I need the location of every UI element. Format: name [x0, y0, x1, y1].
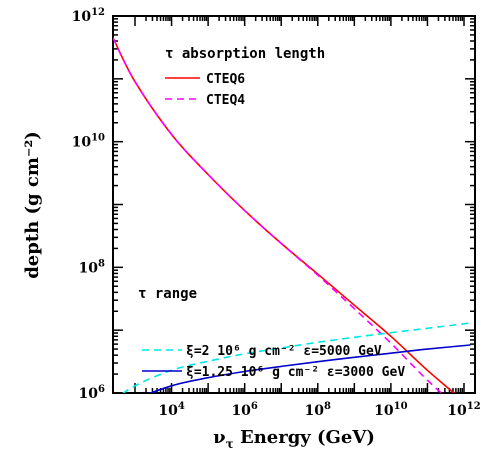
legend-label: CTEQ6	[206, 72, 245, 87]
legend-label: CTEQ4	[206, 93, 245, 108]
series-lines	[113, 37, 471, 393]
annotation-range: τ range	[138, 286, 197, 302]
y-tick-label: 106	[79, 384, 105, 402]
y-axis-title: depth (g cm⁻²)	[22, 131, 43, 279]
plot-frame	[112, 15, 476, 394]
legend-label: ξ=2 10⁶ g cm⁻² ε=5000 GeV	[186, 344, 382, 359]
x-tick-label: 1010	[374, 401, 407, 419]
y-tick-label: 1012	[72, 7, 105, 25]
x-tick-label: 106	[231, 401, 257, 419]
x-tick-label: 108	[305, 401, 331, 419]
y-tick-label: 108	[79, 258, 105, 276]
x-tick-label: 104	[158, 401, 184, 419]
y-tick-label: 1010	[72, 133, 105, 151]
x-axis-title: ντ Energy (GeV)	[213, 427, 375, 449]
series-line-2	[113, 37, 443, 393]
legend-range: ξ=2 10⁶ g cm⁻² ε=5000 GeV ξ=1.25 10⁶ g cm…	[142, 344, 405, 380]
annotation-absorption: τ absorption length	[165, 46, 325, 62]
legend-absorption: CTEQ6 CTEQ4	[165, 72, 245, 108]
series-line-4	[148, 344, 471, 393]
tick-labels: 104 106 108 1010 1012 106 108 1010 1012	[72, 7, 481, 419]
x-tick-label: 1012	[447, 401, 480, 419]
tick-marks	[113, 16, 476, 394]
legend-label: ξ=1.25 10⁶ g cm⁻² ε=3000 GeV	[186, 365, 405, 380]
series-line-3	[122, 322, 471, 393]
